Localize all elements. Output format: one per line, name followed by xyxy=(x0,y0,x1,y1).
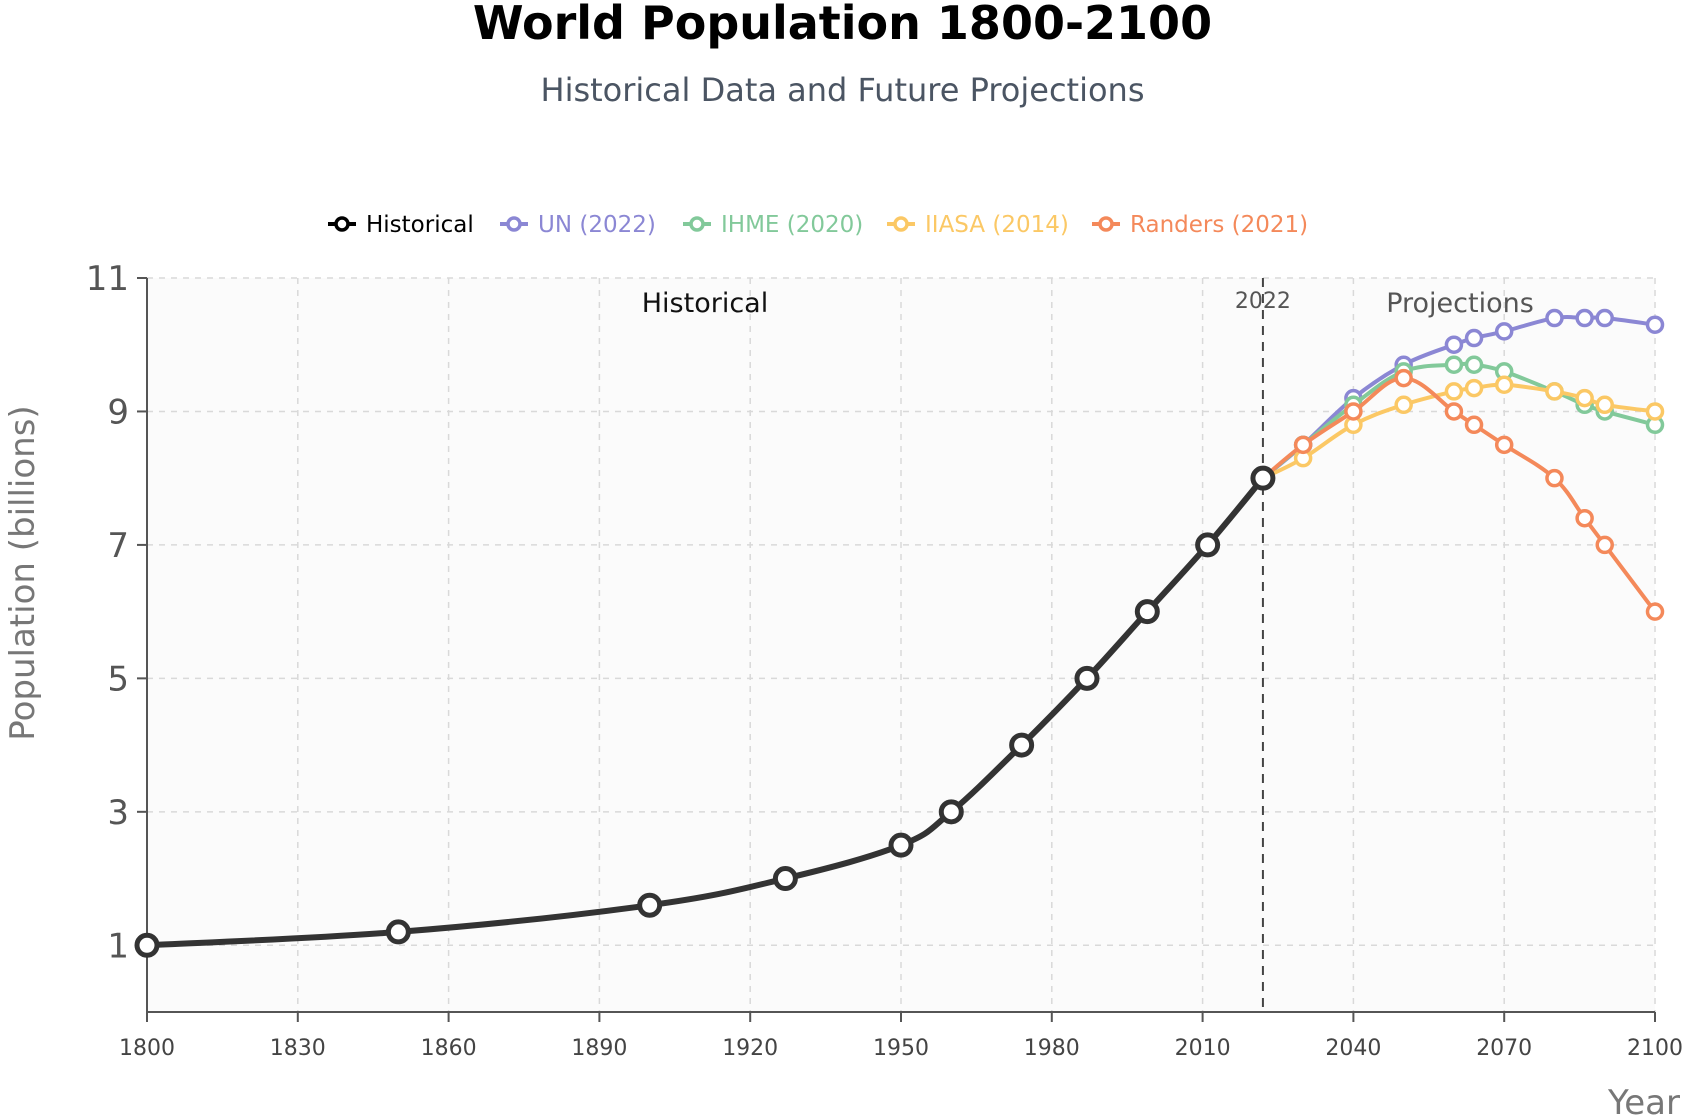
data-point-randers-2021 xyxy=(1645,602,1665,621)
x-tick-label: 1860 xyxy=(421,1036,477,1061)
y-axis-title: Population (billions) xyxy=(3,405,43,740)
projections-region-label: Projections xyxy=(1386,288,1534,319)
series-historical xyxy=(134,465,1276,958)
series-randers-2021 xyxy=(1260,368,1665,621)
legend-item-iiasa-2014[interactable]: IIASA (2014) xyxy=(887,212,1069,238)
data-point-un-2022 xyxy=(1545,308,1564,328)
y-tick-label: 11 xyxy=(86,259,129,299)
data-point-iiasa-2014 xyxy=(1545,382,1564,401)
legend-item-ihme-2020[interactable]: IHME (2020) xyxy=(683,212,863,238)
legend-swatch-marker xyxy=(506,216,522,232)
legend-item-historical[interactable]: Historical xyxy=(328,212,474,238)
data-point-ihme-2020 xyxy=(1464,355,1484,374)
data-point-historical xyxy=(772,866,798,892)
x-axis-title: Year xyxy=(1607,1083,1680,1120)
legend-swatch-marker xyxy=(1098,216,1114,232)
data-point-randers-2021 xyxy=(1464,415,1484,435)
y-tick-label: 7 xyxy=(107,526,129,566)
data-point-historical xyxy=(1250,465,1276,491)
chart-subtitle: Historical Data and Future Projections xyxy=(540,71,1145,109)
y-tick-label: 3 xyxy=(107,793,129,833)
x-tick-label: 1830 xyxy=(270,1036,326,1061)
data-point-un-2022 xyxy=(1595,308,1614,328)
data-point-iiasa-2014 xyxy=(1645,402,1665,421)
y-tick-label: 1 xyxy=(107,926,129,966)
data-point-randers-2021 xyxy=(1494,435,1514,455)
y-tick-label: 9 xyxy=(107,392,129,432)
legend-label: Randers (2021) xyxy=(1130,212,1308,238)
data-point-historical xyxy=(1195,532,1221,558)
legend-swatch-marker xyxy=(893,216,909,232)
data-point-randers-2021 xyxy=(1545,468,1564,488)
x-tick-label: 2010 xyxy=(1175,1036,1231,1061)
x-tick-label: 1980 xyxy=(1024,1036,1080,1061)
data-point-ihme-2020 xyxy=(1444,355,1464,374)
legend-swatch-marker xyxy=(334,216,350,232)
data-point-un-2022 xyxy=(1464,328,1484,348)
axes: 1800 1830 1860 1890 1920 1950 1980 2010 2040 2070… xyxy=(86,259,1683,1061)
data-point-un-2022 xyxy=(1645,315,1665,334)
legend-label: Historical xyxy=(366,212,474,238)
legend-label: IIASA (2014) xyxy=(925,212,1069,238)
data-point-un-2022 xyxy=(1444,335,1464,354)
data-point-randers-2021 xyxy=(1444,402,1464,421)
data-point-historical xyxy=(134,932,160,958)
series-iiasa-2014 xyxy=(1260,375,1665,481)
x-tick-label: 1890 xyxy=(571,1036,627,1061)
data-point-iiasa-2014 xyxy=(1595,395,1614,415)
data-point-un-2022 xyxy=(1575,308,1594,328)
data-point-historical xyxy=(938,799,964,825)
divider-label: 2022 xyxy=(1235,289,1291,314)
data-point-iiasa-2014 xyxy=(1444,382,1464,401)
legend-swatch-marker xyxy=(689,216,705,232)
data-point-historical xyxy=(1134,599,1160,625)
data-point-randers-2021 xyxy=(1344,402,1363,421)
data-point-iiasa-2014 xyxy=(1394,395,1413,415)
data-point-historical xyxy=(637,892,663,918)
data-point-randers-2021 xyxy=(1595,535,1614,555)
x-tick-label: 2070 xyxy=(1476,1036,1532,1061)
data-point-historical xyxy=(385,919,411,945)
data-point-iiasa-2014 xyxy=(1494,375,1514,395)
data-point-iiasa-2014 xyxy=(1464,378,1484,398)
legend-label: IHME (2020) xyxy=(721,212,863,238)
x-tick-label: 1950 xyxy=(873,1036,929,1061)
legend-item-randers-2021[interactable]: Randers (2021) xyxy=(1092,212,1308,238)
y-tick-label: 5 xyxy=(107,659,129,699)
x-tick-label: 1920 xyxy=(722,1036,778,1061)
data-point-randers-2021 xyxy=(1575,508,1594,528)
data-point-iiasa-2014 xyxy=(1575,388,1594,408)
chart-title: World Population 1800-2100 xyxy=(472,0,1213,50)
x-tick-label: 1800 xyxy=(119,1036,175,1061)
historical-region-label: Historical xyxy=(642,288,768,319)
data-point-historical xyxy=(888,832,914,858)
x-tick-label: 2040 xyxy=(1325,1036,1381,1061)
divider: 2022 xyxy=(1235,278,1291,1012)
legend: Historical UN (2022) IHME (2020) IIASA (201… xyxy=(328,212,1308,238)
x-tick-label: 2100 xyxy=(1627,1036,1683,1061)
data-point-randers-2021 xyxy=(1394,368,1413,388)
data-point-randers-2021 xyxy=(1293,435,1313,455)
legend-label: UN (2022) xyxy=(538,212,656,238)
legend-item-un-2022[interactable]: UN (2022) xyxy=(500,212,656,238)
data-point-historical xyxy=(1074,665,1100,691)
data-point-historical xyxy=(1009,732,1035,758)
series xyxy=(134,308,1665,958)
data-point-un-2022 xyxy=(1494,322,1514,341)
